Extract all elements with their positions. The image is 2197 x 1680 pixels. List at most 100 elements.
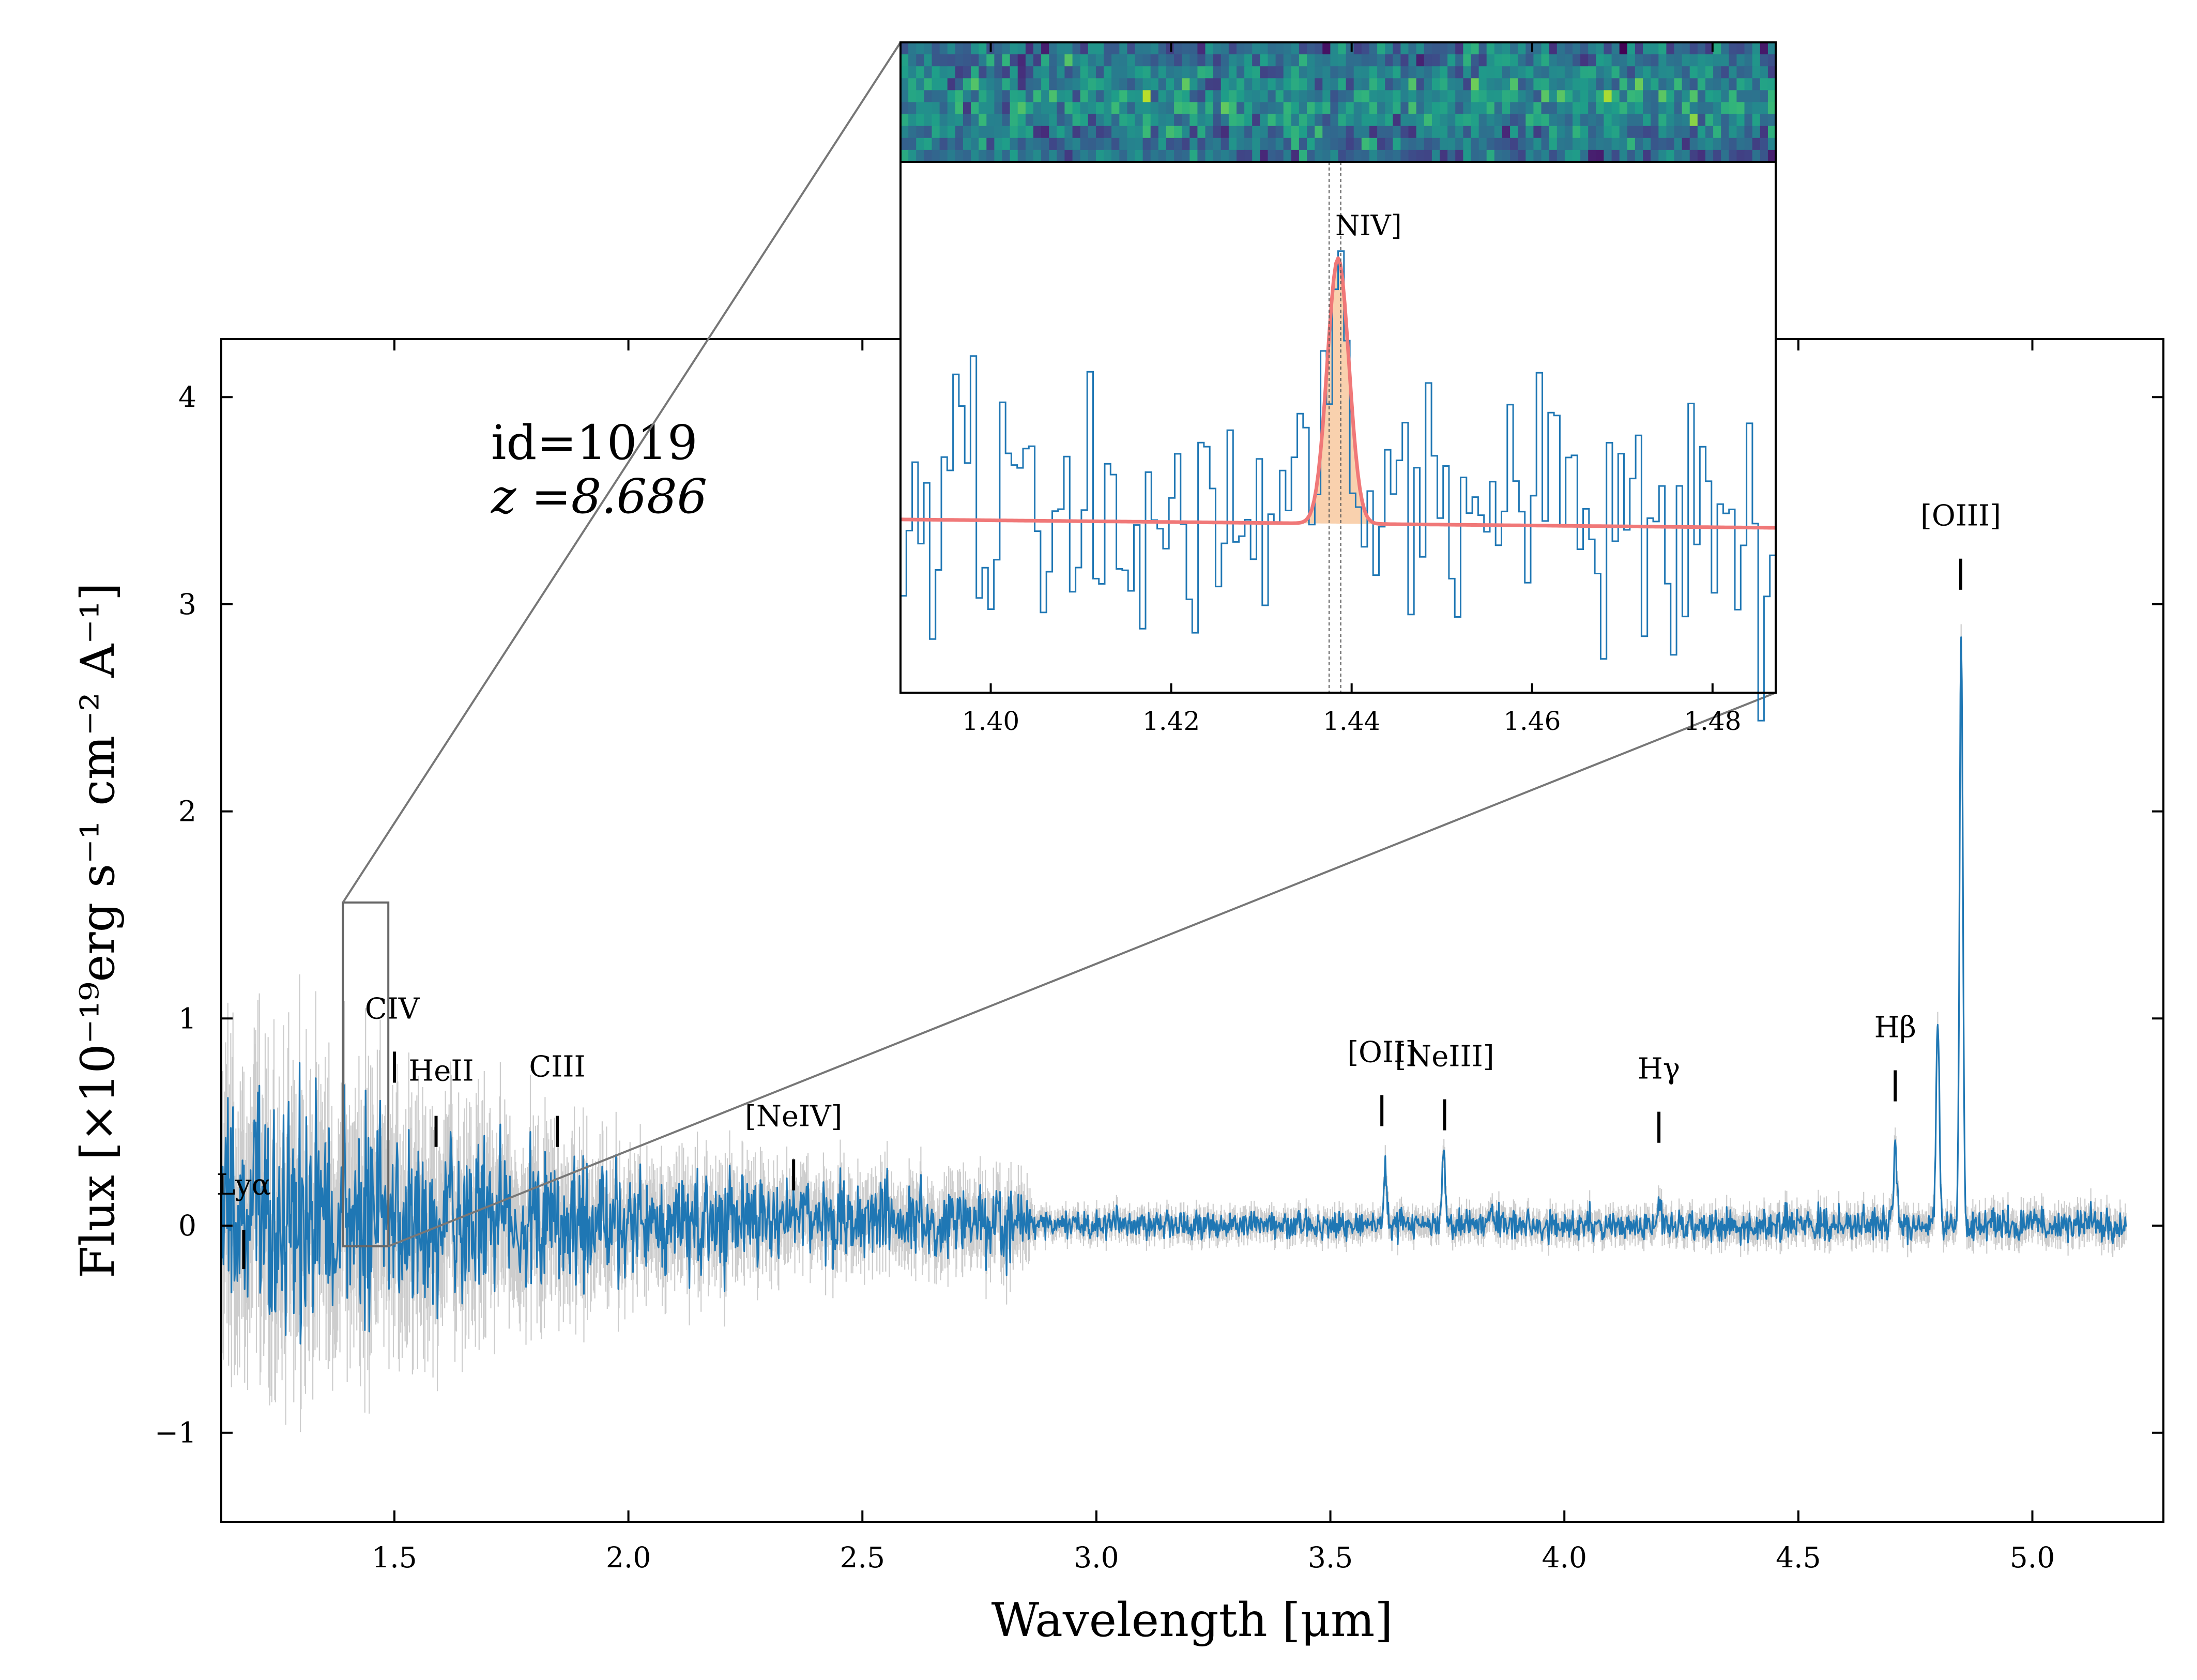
heatmap-pixel: [1611, 149, 1620, 162]
heatmap-pixel: [955, 138, 964, 150]
heatmap-pixel: [1213, 42, 1222, 55]
heatmap-pixel: [1275, 102, 1284, 115]
heatmap-pixel: [1213, 149, 1222, 162]
heatmap-pixel: [1299, 66, 1307, 79]
heatmap-pixel: [1424, 78, 1432, 91]
heatmap-pixel: [1307, 138, 1315, 150]
heatmap-pixel: [1533, 42, 1542, 55]
heatmap-pixel: [1127, 78, 1136, 91]
heatmap-pixel: [1713, 54, 1721, 67]
heatmap-pixel: [1588, 90, 1597, 103]
heatmap-pixel: [1494, 126, 1503, 139]
heatmap-pixel: [1455, 114, 1464, 127]
heatmap-pixel: [1447, 54, 1456, 67]
object-id-text: id=1019: [491, 415, 698, 470]
heatmap-pixel: [1205, 138, 1214, 150]
heatmap-pixel: [924, 138, 933, 150]
heatmap-pixel: [1017, 138, 1026, 150]
heatmap-pixel: [1377, 78, 1385, 91]
heatmap-pixel: [1135, 102, 1143, 115]
heatmap-pixel: [1299, 126, 1307, 139]
heatmap-pixel: [1564, 102, 1573, 115]
heatmap-pixel: [1017, 114, 1026, 127]
heatmap-pixel: [1260, 102, 1269, 115]
heatmap-pixel: [1658, 42, 1667, 55]
heatmap-pixel: [1361, 90, 1370, 103]
heatmap-pixel: [1283, 126, 1292, 139]
heatmap-pixel: [979, 114, 987, 127]
heatmap-pixel: [1260, 78, 1269, 91]
heatmap-pixel: [1619, 149, 1628, 162]
heatmap-pixel: [1369, 42, 1378, 55]
heatmap-pixel: [1369, 102, 1378, 115]
heatmap-pixel: [1721, 102, 1730, 115]
heatmap-pixel: [1025, 42, 1034, 55]
heatmap-pixel: [1416, 42, 1425, 55]
heatmap-pixel: [932, 54, 940, 67]
heatmap-pixel: [1205, 149, 1214, 162]
heatmap-pixel: [1158, 66, 1167, 79]
heatmap-pixel: [1260, 149, 1269, 162]
inset-x-tick-label: 1.46: [1503, 706, 1561, 736]
inset-line-label: NIV]: [1335, 209, 1402, 242]
heatmap-pixel: [1346, 66, 1354, 79]
heatmap-pixel: [1744, 138, 1753, 150]
heatmap-pixel: [908, 42, 917, 55]
heatmap-pixel: [1400, 90, 1409, 103]
inset-x-tick-label: 1.48: [1684, 706, 1741, 736]
heatmap-pixel: [1573, 126, 1581, 139]
heatmap-pixel: [1010, 66, 1018, 79]
heatmap-pixel: [1283, 149, 1292, 162]
heatmap-pixel: [1361, 42, 1370, 55]
heatmap-pixel: [1588, 66, 1597, 79]
heatmap-pixel: [1025, 149, 1034, 162]
heatmap-pixel: [1573, 102, 1581, 115]
heatmap-pixel: [1752, 78, 1761, 91]
heatmap-pixel: [901, 126, 909, 139]
heatmap-pixel: [1525, 78, 1534, 91]
heatmap-pixel: [1721, 90, 1730, 103]
heatmap-pixel: [1557, 126, 1565, 139]
heatmap-pixel: [1228, 102, 1237, 115]
heatmap-pixel: [1518, 126, 1527, 139]
heatmap-pixel: [1166, 66, 1174, 79]
heatmap-pixel: [939, 114, 948, 127]
heatmap-pixel: [1237, 114, 1245, 127]
heatmap-pixel: [1174, 42, 1182, 55]
heatmap-pixel: [1244, 66, 1253, 79]
heatmap-pixel: [1283, 102, 1292, 115]
heatmap-pixel: [1049, 102, 1058, 115]
heatmap-pixel: [1440, 54, 1448, 67]
heatmap-pixel: [1041, 126, 1049, 139]
heatmap-pixel: [1744, 149, 1753, 162]
heatmap-pixel: [1760, 66, 1768, 79]
heatmap-pixel: [1291, 66, 1300, 79]
heatmap-pixel: [1541, 78, 1550, 91]
heatmap-pixel: [1424, 126, 1432, 139]
heatmap-pixel: [1400, 66, 1409, 79]
heatmap-pixel: [1627, 149, 1636, 162]
heatmap-pixel: [1252, 42, 1261, 55]
heatmap-pixel: [1463, 78, 1472, 91]
heatmap-pixel: [1275, 66, 1284, 79]
heatmap-pixel: [1502, 54, 1511, 67]
heatmap-pixel: [1408, 114, 1417, 127]
heatmap-pixel: [1377, 126, 1385, 139]
heatmap-pixel: [1150, 126, 1159, 139]
heatmap-pixel: [1353, 102, 1362, 115]
heatmap-pixel: [1166, 54, 1174, 67]
heatmap-pixel: [1104, 90, 1112, 103]
heatmap-pixel: [1478, 102, 1487, 115]
heatmap-pixel: [1682, 149, 1690, 162]
heatmap-pixel: [1213, 126, 1222, 139]
heatmap-pixel: [1697, 78, 1706, 91]
spectrum-line: [220, 636, 2127, 1345]
heatmap-pixel: [1580, 114, 1589, 127]
heatmap-pixel: [1604, 54, 1612, 67]
heatmap-pixel: [1533, 114, 1542, 127]
heatmap-pixel: [1447, 114, 1456, 127]
heatmap-pixel: [971, 54, 979, 67]
heatmap-pixel: [1361, 126, 1370, 139]
heatmap-pixel: [1525, 138, 1534, 150]
heatmap-pixel: [1088, 78, 1096, 91]
